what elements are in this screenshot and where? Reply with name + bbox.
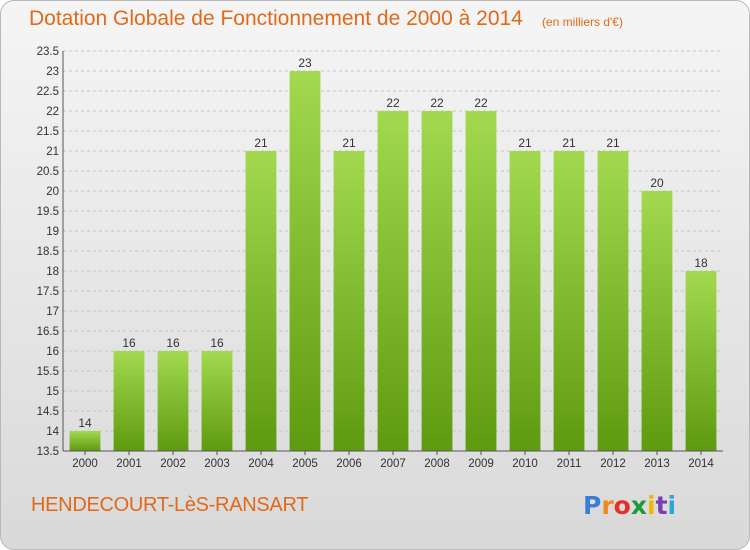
bar-2011 bbox=[553, 151, 585, 451]
chart-subtitle: (en milliers d'€) bbox=[542, 15, 623, 29]
y-tick-label: 21.5 bbox=[37, 126, 59, 138]
bar-2013 bbox=[641, 191, 673, 451]
y-tick-label: 15.5 bbox=[37, 366, 59, 378]
y-tick-label: 19.5 bbox=[37, 206, 59, 218]
y-tick-label: 20 bbox=[46, 186, 59, 198]
bar-value-label: 21 bbox=[342, 136, 356, 150]
x-tick-label: 2003 bbox=[204, 458, 230, 470]
bar-2004 bbox=[245, 151, 277, 451]
y-tick-label: 20.5 bbox=[37, 166, 59, 178]
x-tick-label: 2014 bbox=[688, 458, 714, 470]
x-tick-label: 2013 bbox=[644, 458, 670, 470]
bar-value-label: 22 bbox=[386, 96, 400, 110]
bars: 14 16 16 16 21 23 21 22 22 22 21 21 21 20 18 bbox=[69, 56, 717, 451]
logo-letter: i bbox=[647, 491, 656, 520]
bar-value-label: 16 bbox=[122, 336, 136, 350]
bar-value-label: 21 bbox=[606, 136, 620, 150]
y-tick-label: 18.5 bbox=[37, 246, 59, 258]
bar-value-label: 14 bbox=[78, 416, 92, 430]
axes: 13.5 14 14.5 15 15.5 16 16.5 17 17.5 18 18.5 19 19.5… bbox=[37, 46, 723, 470]
bar-2006 bbox=[333, 151, 365, 451]
logo-letter: x bbox=[630, 491, 647, 520]
x-tick-label: 2006 bbox=[336, 458, 362, 470]
bar-2014 bbox=[685, 271, 717, 451]
logo-letter: r bbox=[601, 491, 614, 520]
bar-value-label: 18 bbox=[694, 256, 708, 270]
y-tick-label: 14.5 bbox=[37, 406, 59, 418]
y-tick-label: 19 bbox=[46, 226, 59, 238]
bar-2003 bbox=[201, 351, 233, 451]
x-tick-label: 2004 bbox=[248, 458, 274, 470]
x-tick-label: 2002 bbox=[160, 458, 186, 470]
y-tick-label: 18 bbox=[46, 266, 59, 278]
x-tick-label: 2010 bbox=[512, 458, 538, 470]
x-tick-label: 2007 bbox=[380, 458, 406, 470]
x-tick-label: 2005 bbox=[292, 458, 318, 470]
bar-value-label: 22 bbox=[430, 96, 444, 110]
bar-2007 bbox=[377, 111, 409, 451]
x-tick-label: 2000 bbox=[72, 458, 98, 470]
y-tick-label: 17 bbox=[46, 306, 59, 318]
y-tick-label: 22 bbox=[46, 106, 59, 118]
logo-letter: P bbox=[583, 491, 602, 520]
bar-value-label: 21 bbox=[254, 136, 268, 150]
y-tick-label: 22.5 bbox=[37, 86, 59, 98]
x-tick-label: 2008 bbox=[424, 458, 450, 470]
bar-2009 bbox=[465, 111, 497, 451]
chart-title: Dotation Globale de Fonctionnement de 20… bbox=[29, 7, 523, 30]
logo-letter: i bbox=[667, 491, 677, 520]
bar-value-label: 22 bbox=[474, 96, 488, 110]
bar-2001 bbox=[113, 351, 145, 451]
bar-2002 bbox=[157, 351, 189, 451]
bar-value-label: 23 bbox=[298, 56, 312, 70]
x-tick-label: 2011 bbox=[557, 458, 582, 470]
y-tick-label: 13.5 bbox=[37, 446, 59, 458]
x-tick-label: 2009 bbox=[468, 458, 494, 470]
y-tick-label: 14 bbox=[46, 426, 59, 438]
bar-value-label: 16 bbox=[210, 336, 224, 350]
x-tick-label: 2012 bbox=[600, 458, 626, 470]
y-tick-label: 23 bbox=[46, 66, 59, 78]
y-tick-label: 16.5 bbox=[37, 326, 59, 338]
y-tick-label: 23.5 bbox=[37, 46, 59, 58]
bar-2000 bbox=[69, 431, 101, 451]
logo-letter: t bbox=[655, 491, 668, 520]
bar-value-label: 21 bbox=[518, 136, 532, 150]
proxiti-logo: Proxiti bbox=[583, 491, 676, 520]
x-tick-label: 2001 bbox=[116, 458, 142, 470]
y-tick-label: 16 bbox=[46, 346, 59, 358]
commune-name: HENDECOURT-LèS-RANSART bbox=[31, 494, 309, 516]
bar-value-label: 16 bbox=[166, 336, 180, 350]
bar-2010 bbox=[509, 151, 541, 451]
y-tick-label: 17.5 bbox=[37, 286, 59, 298]
bar-value-label: 20 bbox=[650, 176, 664, 190]
bar-value-label: 21 bbox=[562, 136, 576, 150]
bar-2012 bbox=[597, 151, 629, 451]
bar-2008 bbox=[421, 111, 453, 451]
bar-2005 bbox=[289, 71, 321, 451]
y-tick-label: 15 bbox=[46, 386, 59, 398]
logo-letter: o bbox=[613, 491, 631, 520]
y-tick-label: 21 bbox=[46, 146, 59, 158]
